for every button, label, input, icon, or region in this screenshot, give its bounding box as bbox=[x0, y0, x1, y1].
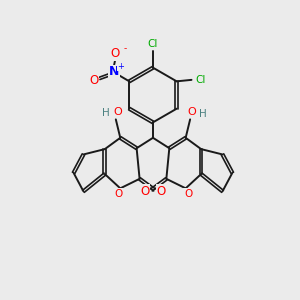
Text: O: O bbox=[184, 189, 192, 199]
Text: H: H bbox=[102, 108, 110, 118]
Text: Cl: Cl bbox=[195, 75, 206, 85]
Text: O: O bbox=[89, 74, 98, 87]
Text: O: O bbox=[115, 189, 123, 199]
Text: +: + bbox=[117, 62, 124, 71]
Text: N: N bbox=[109, 65, 119, 78]
Text: Cl: Cl bbox=[148, 40, 158, 50]
Text: O: O bbox=[114, 107, 123, 117]
Text: O: O bbox=[111, 47, 120, 61]
Text: H: H bbox=[199, 109, 206, 119]
Text: O: O bbox=[140, 185, 150, 198]
Text: -: - bbox=[123, 44, 127, 53]
Text: O: O bbox=[187, 107, 196, 117]
Text: O: O bbox=[156, 185, 166, 198]
